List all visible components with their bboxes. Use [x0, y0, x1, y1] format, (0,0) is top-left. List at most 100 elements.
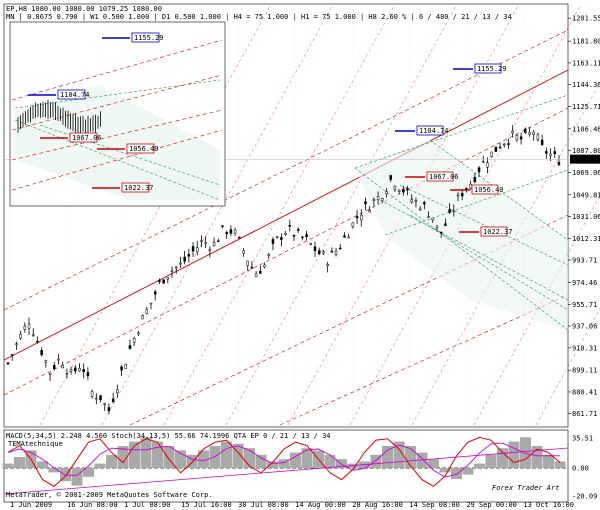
stoch-line [7, 436, 561, 488]
macd-bar [255, 454, 267, 468]
price-box-label: 1022.37 [483, 228, 513, 236]
candle-body [153, 291, 157, 295]
candle-body [507, 143, 510, 145]
macd-bar [405, 446, 416, 468]
macd-bar [140, 437, 152, 468]
candle-body [78, 368, 81, 372]
price-box-label: 1067.06 [429, 173, 459, 181]
macd-bar [520, 437, 531, 468]
macd-bar [129, 441, 140, 468]
candle-body [44, 360, 48, 363]
candle-body [191, 246, 195, 252]
y-axis: 1201.55 1181.80 1163.11 1144.36 1125.71 1106.… [568, 15, 600, 418]
inset-box [126, 143, 155, 154]
candle-body [397, 189, 401, 192]
candle-body [536, 134, 540, 140]
macd-bar [336, 459, 347, 468]
candle-body [347, 236, 350, 239]
inset-box [69, 132, 98, 143]
red-diagonal-line [473, 194, 600, 426]
candle-body [174, 266, 178, 269]
macd-bar [393, 441, 405, 468]
y-tick-label: 974.46 [572, 279, 597, 287]
inset-box-label: 1104.74 [60, 91, 90, 99]
y-tick-label: 1125.71 [572, 103, 600, 111]
candle-body [414, 200, 418, 203]
candle-body [200, 240, 203, 242]
inset-box [121, 182, 150, 193]
candle-body [406, 188, 409, 191]
price-box [471, 184, 499, 195]
candle-body [351, 222, 355, 227]
macd-bar [508, 441, 520, 468]
candle-body [263, 264, 266, 268]
macd-bar [554, 461, 566, 468]
candle-body [99, 395, 102, 401]
candle-body [238, 236, 241, 239]
candle-body [40, 350, 43, 356]
candle-body [250, 267, 254, 269]
candle-body [208, 249, 212, 252]
candle-body [473, 176, 477, 182]
macd-bar [439, 468, 451, 473]
candle-body [48, 372, 52, 375]
current-price-label: 1080.00 [572, 156, 600, 164]
candle-body [124, 364, 128, 369]
x-tick-label: 15 Jul 16:00 [181, 501, 232, 509]
candle-body [448, 209, 451, 213]
macd-bar [152, 441, 163, 468]
y-tick-label: 1031.06 [572, 213, 600, 221]
inset-panel: 1155.29 1104.74 1067.06 1056.49 1022.37 [9, 21, 226, 207]
candle-body [460, 193, 464, 197]
candle-body [141, 315, 144, 320]
red-diagonal-line [101, 5, 333, 426]
macd-bar [324, 454, 336, 468]
price-box-label: 1056.49 [474, 186, 504, 194]
channel-lines [3, 5, 600, 426]
candle-body [364, 201, 367, 205]
macd-bar [83, 468, 94, 477]
candle-body [120, 366, 123, 371]
red-diagonal-line [411, 81, 600, 426]
macd-bar [37, 461, 48, 468]
candle-body [288, 224, 292, 227]
inset-green-line [14, 79, 221, 109]
price-box [416, 125, 444, 136]
candle-body [27, 323, 31, 329]
red-diagonal-line [163, 5, 395, 426]
inset-box [57, 89, 86, 100]
candle-body [557, 162, 561, 166]
candle-body [389, 175, 392, 180]
candle-body [305, 234, 308, 237]
red-channel-line [3, 69, 569, 361]
candle-body [170, 270, 174, 272]
candle-body [309, 243, 313, 245]
candle-body [23, 325, 27, 330]
inset-box-label: 1022.37 [124, 184, 154, 192]
candle-body [343, 235, 346, 238]
candle-body [355, 216, 359, 219]
price-box [480, 226, 508, 237]
x-tick-label: 28 Aug 16:00 [352, 501, 403, 509]
candle-body [187, 254, 191, 257]
green-channel-line [384, 169, 569, 236]
macd-bar [382, 446, 393, 468]
candle-body [469, 184, 472, 189]
y-tick-label: 899.11 [572, 367, 597, 375]
candle-body [183, 256, 186, 262]
green-channel-line [409, 214, 569, 311]
candle-body [158, 280, 161, 282]
indicator-pane: 35.51 0.00 -20.09 [2, 435, 597, 501]
y-tick-label: 1144.36 [572, 81, 600, 89]
inset-box-label: 1056.49 [129, 145, 159, 153]
candle-body [10, 354, 14, 356]
candle-body [481, 161, 485, 163]
candle-body [368, 210, 371, 213]
macd-bar [175, 450, 186, 468]
inset-red-line [11, 39, 223, 101]
macd-bar [2, 463, 14, 468]
candle-body [418, 208, 422, 211]
macd-bar [485, 454, 497, 468]
